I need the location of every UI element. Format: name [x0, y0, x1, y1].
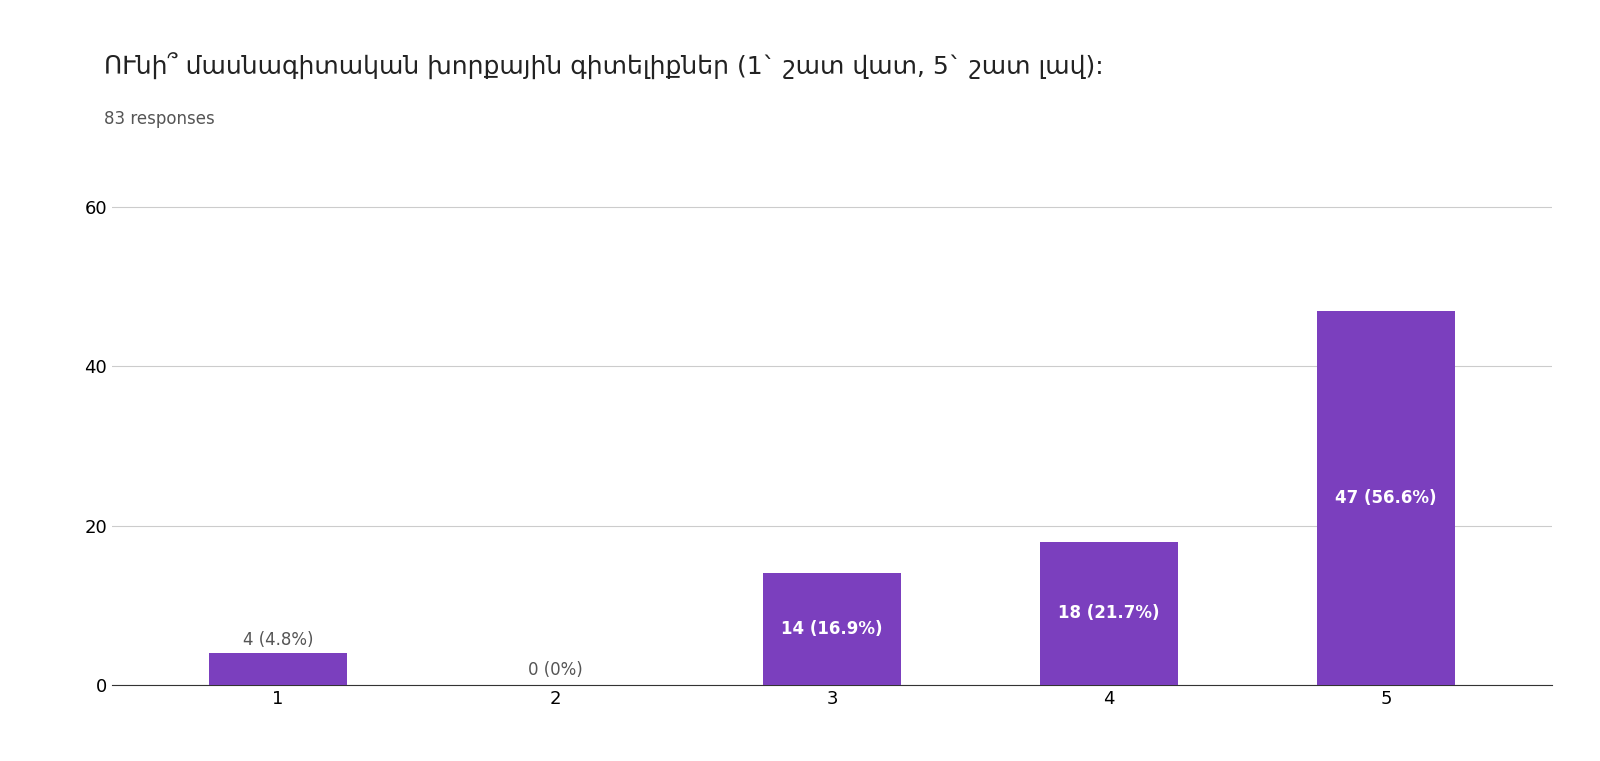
Bar — [1040, 542, 1178, 685]
Text: 4 (4.8%): 4 (4.8%) — [243, 631, 314, 649]
Text: 18 (21.7%): 18 (21.7%) — [1058, 604, 1160, 622]
Bar — [763, 574, 901, 685]
Text: 47 (56.6%): 47 (56.6%) — [1334, 489, 1437, 507]
Bar — [1317, 310, 1454, 685]
Text: 0 (0%): 0 (0%) — [528, 661, 582, 680]
Text: ՈՒնի՞ մասնագիտական խորքային գիտելիքներ (1` շատ վատ, 5` շատ լավ):: ՈՒնի՞ մասնագիտական խորքային գիտելիքներ (… — [104, 53, 1104, 81]
Bar — [210, 653, 347, 685]
Text: 14 (16.9%): 14 (16.9%) — [781, 620, 883, 638]
Text: 83 responses: 83 responses — [104, 110, 214, 129]
